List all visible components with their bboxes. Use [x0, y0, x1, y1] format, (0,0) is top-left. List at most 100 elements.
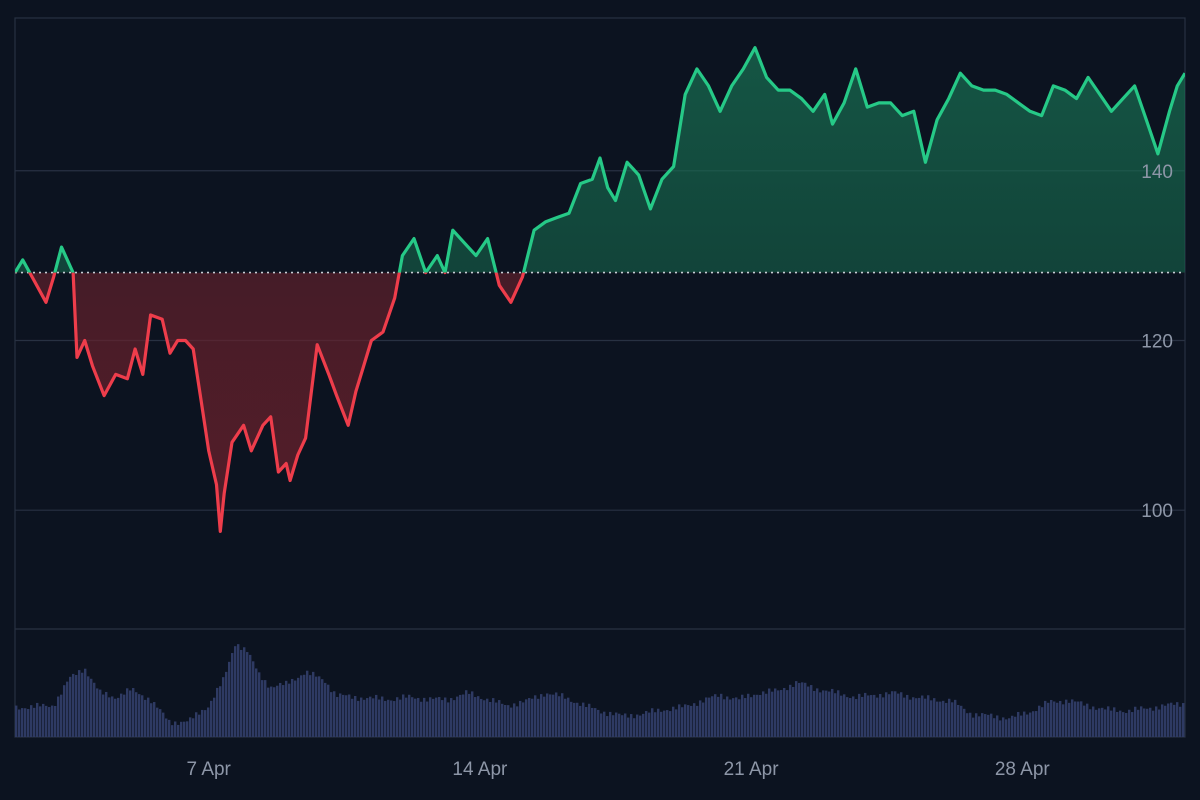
volume-bar	[618, 713, 621, 737]
data-point	[327, 372, 331, 376]
volume-bar	[1038, 705, 1041, 737]
data-point	[381, 330, 385, 334]
volume-bar	[1059, 700, 1062, 737]
volume-bar	[489, 701, 492, 737]
volume-bar	[255, 668, 258, 737]
data-point	[1005, 92, 1009, 96]
volume-bar	[960, 705, 963, 737]
volume-bar	[357, 700, 360, 737]
volume-bar	[273, 687, 276, 737]
volume-bar	[519, 700, 522, 737]
volume-bar	[66, 681, 69, 737]
data-point	[900, 114, 904, 118]
volume-bar	[108, 697, 111, 737]
volume-bar	[522, 702, 525, 737]
volume-bar	[1005, 719, 1008, 737]
data-point	[435, 254, 439, 258]
data-point	[52, 275, 56, 279]
volume-bar	[603, 711, 606, 737]
volume-bar	[495, 702, 498, 737]
volume-bar	[345, 695, 348, 737]
data-point	[532, 228, 536, 232]
data-point	[788, 88, 792, 92]
volume-bar	[708, 697, 711, 737]
data-point	[199, 398, 203, 402]
volume-bar	[915, 698, 918, 737]
volume-bar	[333, 691, 336, 737]
volume-bar	[552, 694, 555, 737]
volume-bar	[60, 694, 63, 737]
volume-bar	[24, 708, 27, 737]
volume-bar	[567, 697, 570, 737]
x-tick-label: 21 Apr	[724, 759, 780, 780]
volume-bar	[894, 691, 897, 737]
volume-bar	[432, 698, 435, 737]
volume-bar	[627, 717, 630, 737]
volume-bar	[1047, 702, 1050, 737]
volume-bar	[372, 698, 375, 737]
volume-bar	[855, 699, 858, 737]
volume-bar	[120, 693, 123, 737]
data-point	[923, 160, 927, 164]
volume-bar	[1149, 707, 1152, 737]
volume-bar	[1170, 702, 1173, 737]
data-point	[935, 118, 939, 122]
data-point	[304, 436, 308, 440]
volume-bar	[399, 699, 402, 737]
volume-bar	[1110, 710, 1113, 737]
volume-bar	[669, 711, 672, 737]
volume-bar	[1002, 717, 1005, 737]
data-point	[660, 177, 664, 181]
data-point	[215, 483, 219, 487]
data-point	[412, 237, 416, 241]
volume-bar	[1062, 704, 1065, 737]
volume-bar	[258, 672, 261, 737]
data-point	[242, 423, 246, 427]
volume-bar	[804, 682, 807, 737]
volume-bar	[819, 692, 822, 737]
volume-bar	[267, 687, 270, 737]
volume-bar	[474, 697, 477, 737]
volume-bar	[1155, 706, 1158, 737]
price-line-above-baseline	[15, 46, 1185, 273]
volume-bar	[93, 682, 96, 737]
data-point	[598, 156, 602, 160]
volume-bar	[1179, 706, 1182, 737]
volume-bar	[285, 680, 288, 737]
volume-bar	[717, 696, 720, 737]
volume-bar	[402, 694, 405, 737]
volume-bar	[873, 694, 876, 737]
data-point	[346, 423, 350, 427]
volume-bar	[579, 705, 582, 737]
volume-bar	[405, 697, 408, 737]
data-point	[44, 300, 48, 304]
volume-bar	[783, 687, 786, 737]
data-point	[823, 92, 827, 96]
volume-bar	[741, 694, 744, 737]
data-point	[509, 300, 513, 304]
data-point	[579, 182, 583, 186]
volume-bar	[546, 693, 549, 737]
volume-bar	[375, 694, 378, 737]
volume-bar	[480, 698, 483, 737]
volume-bar	[582, 702, 585, 737]
volume-bar	[207, 707, 210, 737]
volume-bar	[651, 708, 654, 737]
volume-bar	[891, 691, 894, 737]
volume-bar	[711, 696, 714, 737]
volume-bar	[123, 694, 126, 737]
volume-bar	[249, 654, 252, 737]
volume-bar	[477, 696, 480, 737]
data-point	[184, 339, 188, 343]
volume-bar	[1128, 709, 1131, 737]
data-point	[21, 258, 25, 262]
volume-bar	[531, 698, 534, 737]
data-point	[831, 122, 835, 126]
volume-bar	[573, 702, 576, 737]
volume-bar	[138, 694, 141, 737]
data-point	[625, 160, 629, 164]
data-point	[133, 347, 137, 351]
volume-bar	[90, 678, 93, 737]
